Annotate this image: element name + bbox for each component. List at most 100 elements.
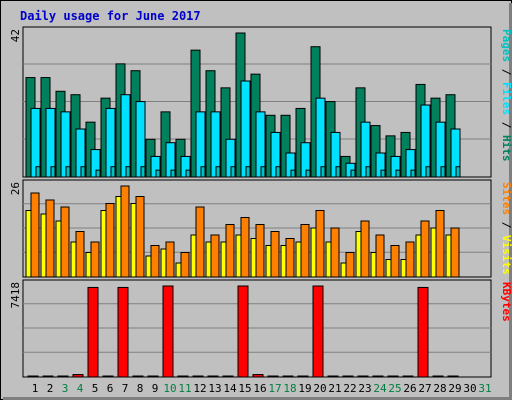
bar-pages-day-27	[425, 166, 431, 178]
bar-kbytes-day-16	[252, 374, 264, 378]
bar-pages-day-25	[395, 169, 401, 178]
bar-pages-day-7	[125, 166, 131, 178]
day-label: 21	[328, 382, 341, 395]
bar-kbytes-day-10	[162, 285, 174, 378]
bar-sites-day-25	[390, 245, 400, 278]
bar-pages-day-22	[350, 169, 356, 178]
day-label: 16	[253, 382, 266, 395]
bar-sites-day-4	[75, 231, 85, 278]
day-label: 18	[283, 382, 296, 395]
hits-files-pages-panel	[22, 26, 492, 178]
bar-sites-day-22	[345, 252, 355, 278]
bar-pages-day-28	[440, 166, 446, 178]
bar-sites-day-20	[315, 210, 325, 278]
bar-sites-day-27	[420, 220, 430, 278]
day-label: 3	[62, 382, 69, 395]
bar-kbytes-day-7	[117, 286, 129, 378]
legend-hits: Hits	[500, 135, 512, 162]
day-label: 23	[358, 382, 371, 395]
kbytes-legend: KBytes	[500, 282, 512, 322]
day-label: 1	[32, 382, 39, 395]
bar-kbytes-day-29	[447, 375, 459, 378]
bar-sites-day-16	[255, 224, 265, 278]
bar-sites-day-5	[90, 241, 100, 278]
legend-pages: Pages	[500, 29, 512, 62]
bar-sites-day-24	[375, 234, 385, 278]
bar-pages-day-18	[290, 169, 296, 178]
day-label: 19	[298, 382, 311, 395]
bar-kbytes-day-21	[327, 375, 339, 378]
day-label: 13	[208, 382, 221, 395]
day-label: 2	[47, 382, 54, 395]
bar-pages-day-1	[35, 166, 41, 178]
bar-sites-day-29	[450, 227, 460, 278]
bar-sites-day-28	[435, 210, 445, 278]
bar-kbytes-day-27	[417, 286, 429, 378]
bar-pages-day-8	[140, 166, 146, 178]
bar-kbytes-day-25	[387, 375, 399, 378]
bar-sites-day-2	[45, 199, 55, 278]
bar-kbytes-day-11	[177, 375, 189, 378]
bar-pages-day-19	[305, 169, 311, 178]
visits-sites-legend: Sites / Visits	[500, 182, 512, 275]
visits-sites-panel	[22, 179, 492, 278]
bar-sites-day-9	[150, 245, 160, 278]
bar-pages-day-13	[215, 166, 221, 178]
bar-kbytes-day-8	[132, 375, 144, 378]
day-label: 27	[418, 382, 431, 395]
bar-kbytes-day-19	[297, 375, 309, 378]
day-label: 28	[433, 382, 446, 395]
day-label: 25	[388, 382, 401, 395]
bar-pages-day-21	[335, 166, 341, 178]
bar-kbytes-day-9	[147, 375, 159, 378]
bar-kbytes-day-2	[42, 375, 54, 378]
day-label: 15	[238, 382, 251, 395]
bar-pages-day-29	[455, 166, 461, 178]
day-label: 31	[478, 382, 491, 395]
bar-kbytes-day-14	[222, 375, 234, 378]
day-label: 24	[373, 382, 387, 395]
bar-kbytes-day-17	[267, 375, 279, 378]
chart-shadow-right	[509, 3, 512, 400]
bar-pages-day-5	[95, 169, 101, 178]
chart-title: Daily usage for June 2017	[20, 9, 201, 23]
day-label: 26	[403, 382, 416, 395]
kbytes-panel	[22, 279, 492, 378]
day-label: 11	[178, 382, 191, 395]
bar-files-day-7	[120, 94, 131, 178]
bar-pages-day-10	[170, 169, 176, 178]
bar-kbytes-day-24	[372, 375, 384, 378]
legend-sites: Sites	[500, 182, 512, 215]
bar-kbytes-day-28	[432, 375, 444, 378]
day-label: 29	[448, 382, 461, 395]
bar-pages-day-4	[80, 166, 86, 178]
bar-sites-day-11	[180, 252, 190, 278]
day-label: 9	[152, 382, 159, 395]
bar-sites-day-6	[105, 203, 115, 278]
visits-ymax-label: 26	[9, 182, 22, 195]
bar-pages-day-16	[260, 166, 266, 178]
bar-kbytes-day-4	[72, 374, 84, 378]
bar-pages-day-3	[65, 166, 71, 178]
hits-files-pages-legend: Pages / Files / Hits	[500, 29, 512, 162]
bar-kbytes-day-12	[192, 375, 204, 378]
legend-visits: Visits	[500, 235, 512, 275]
bar-kbytes-day-6	[102, 375, 114, 378]
day-label: 14	[223, 382, 237, 395]
bar-files-day-20	[315, 97, 326, 178]
bar-kbytes-day-3	[57, 375, 69, 378]
bar-sites-day-7	[120, 185, 130, 278]
bar-files-day-27	[420, 104, 431, 178]
bar-kbytes-day-5	[87, 286, 99, 378]
bar-sites-day-26	[405, 241, 415, 278]
chart-shadow-bottom	[3, 397, 512, 400]
bar-kbytes-day-20	[312, 285, 324, 378]
day-label: 30	[463, 382, 476, 395]
kbytes-ymax-label: 7418	[9, 282, 22, 309]
bar-pages-day-17	[275, 166, 281, 178]
day-label: 20	[313, 382, 326, 395]
bar-pages-day-2	[50, 166, 56, 178]
bar-pages-day-14	[230, 166, 236, 178]
day-label: 22	[343, 382, 356, 395]
